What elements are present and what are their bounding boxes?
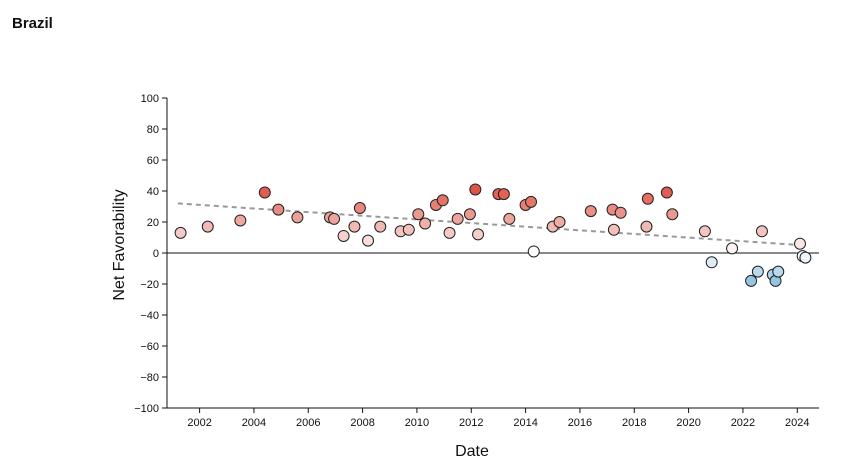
y-axis-label: Net Favorability — [111, 189, 128, 300]
x-tick-label: 2006 — [296, 417, 320, 429]
data-point — [751, 265, 764, 278]
x-tick-label: 2018 — [622, 417, 646, 429]
data-point — [374, 220, 387, 233]
data-point — [755, 225, 768, 238]
data-point — [745, 274, 758, 287]
data-point — [793, 237, 806, 250]
y-tick-label: −40 — [140, 310, 159, 322]
y-tick-label: −20 — [140, 279, 159, 291]
x-tick-label: 2010 — [405, 417, 429, 429]
x-tick-label: 2016 — [568, 417, 592, 429]
data-point — [607, 223, 620, 236]
data-point — [353, 202, 366, 215]
data-point — [503, 212, 516, 225]
x-tick-label: 2002 — [187, 417, 211, 429]
data-point — [666, 208, 679, 221]
data-point — [412, 208, 425, 221]
data-point — [584, 205, 597, 218]
data-point — [337, 229, 350, 242]
x-tick-label: 2012 — [459, 417, 483, 429]
data-point — [527, 245, 540, 258]
data-point — [705, 256, 718, 269]
y-tick-label: 100 — [141, 93, 159, 105]
y-tick-label: 20 — [147, 217, 159, 229]
data-point — [553, 216, 566, 228]
data-point — [174, 226, 187, 239]
data-point — [436, 194, 449, 207]
trendline-group — [177, 202, 803, 247]
data-point — [419, 217, 432, 230]
data-point — [472, 228, 485, 241]
data-point — [469, 183, 482, 196]
data-point — [272, 203, 285, 216]
data-point — [641, 192, 654, 205]
data-point — [640, 220, 653, 233]
x-tick-label: 2014 — [513, 417, 537, 429]
data-point — [698, 225, 711, 238]
data-point — [258, 186, 271, 199]
trendline — [177, 202, 803, 247]
data-point — [726, 242, 739, 255]
x-tick-label: 2022 — [731, 417, 755, 429]
y-tick-label: 60 — [147, 155, 159, 167]
y-tick-label: −100 — [134, 403, 159, 415]
x-tick-label: 2020 — [676, 417, 700, 429]
data-point — [497, 188, 510, 201]
y-tick-label: −60 — [140, 341, 159, 353]
data-point — [362, 234, 375, 247]
data-point — [328, 212, 341, 225]
x-axis-label: Date — [455, 443, 489, 460]
y-tick-label: 0 — [153, 248, 159, 260]
y-tick-label: 80 — [147, 124, 159, 136]
data-point — [291, 211, 304, 224]
data-point — [402, 223, 415, 236]
x-tick-label: 2004 — [242, 417, 266, 429]
data-point — [660, 186, 673, 199]
data-point — [201, 220, 214, 233]
axes: 100 80 60 40 20 0 −20 −40 −60 −80 −100 2002 2004 2006… — [134, 93, 819, 429]
y-tick-label: 40 — [147, 186, 159, 198]
data-point — [443, 226, 456, 239]
data-point — [614, 206, 627, 219]
x-tick-label: 2024 — [785, 417, 809, 429]
x-tick-label: 2008 — [350, 417, 374, 429]
data-points — [174, 183, 812, 287]
data-point — [525, 195, 538, 208]
data-point — [451, 212, 464, 225]
data-point — [348, 220, 361, 233]
y-tick-label: −80 — [140, 372, 159, 384]
data-point — [463, 208, 476, 221]
chart-title: Brazil — [12, 15, 53, 32]
data-point — [772, 265, 785, 278]
data-point — [799, 251, 812, 264]
data-point — [234, 214, 247, 227]
